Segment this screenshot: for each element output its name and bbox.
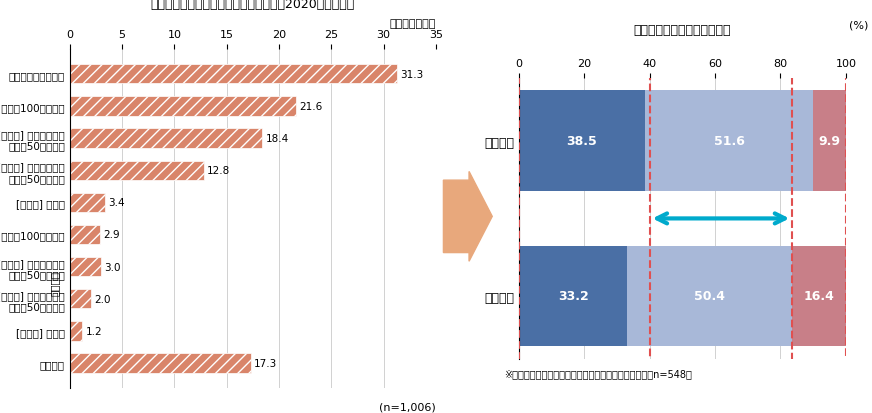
- Bar: [70, 257, 101, 277]
- Text: 31.3: 31.3: [400, 69, 424, 80]
- Text: (n=1,006): (n=1,006): [379, 402, 436, 412]
- Bar: [70, 290, 91, 309]
- Bar: [70, 161, 204, 180]
- Bar: [519, 246, 627, 347]
- Text: 18.4: 18.4: [265, 134, 289, 144]
- Bar: [70, 354, 251, 373]
- Text: 2.9: 2.9: [103, 230, 119, 240]
- Text: 2.0: 2.0: [94, 294, 111, 304]
- Bar: [519, 72, 650, 366]
- FancyArrow shape: [444, 172, 492, 262]
- Bar: [70, 129, 262, 148]
- Text: 9.9: 9.9: [819, 135, 841, 148]
- Bar: [644, 91, 814, 192]
- Bar: [70, 97, 296, 116]
- Bar: [70, 65, 398, 84]
- Bar: [627, 246, 792, 347]
- Bar: [792, 72, 846, 366]
- Bar: [70, 225, 100, 244]
- Bar: [70, 193, 106, 212]
- Text: 直接投資: 直接投資: [50, 271, 59, 295]
- Text: 21.6: 21.6: [299, 102, 322, 112]
- Title: 【今後の海外展開における拡大見通し（2020年時点）】: 【今後の海外展開における拡大見通し（2020年時点）】: [151, 0, 355, 11]
- Text: (%): (%): [849, 21, 869, 31]
- Bar: [70, 321, 82, 341]
- Text: 17.3: 17.3: [254, 358, 277, 368]
- Bar: [814, 91, 846, 192]
- Bar: [792, 246, 846, 347]
- Text: 51.6: 51.6: [713, 135, 745, 148]
- Text: 12.8: 12.8: [207, 166, 230, 176]
- Bar: [519, 91, 644, 192]
- Title: 【国内投資・雇用の見通し】: 【国内投資・雇用の見通し】: [634, 24, 731, 37]
- Text: 1.2: 1.2: [85, 326, 102, 336]
- Text: 16.4: 16.4: [804, 290, 835, 303]
- Text: ※今後の海外展開について「拡大」すると回答した人（n=548）: ※今後の海外展開について「拡大」すると回答した人（n=548）: [504, 368, 691, 378]
- Text: 50.4: 50.4: [694, 290, 726, 303]
- Text: 38.5: 38.5: [567, 135, 597, 148]
- Text: 33.2: 33.2: [558, 290, 589, 303]
- X-axis label: 回答割合（％）: 回答割合（％）: [390, 19, 436, 29]
- Text: 3.0: 3.0: [105, 262, 121, 272]
- Text: 3.4: 3.4: [108, 198, 125, 208]
